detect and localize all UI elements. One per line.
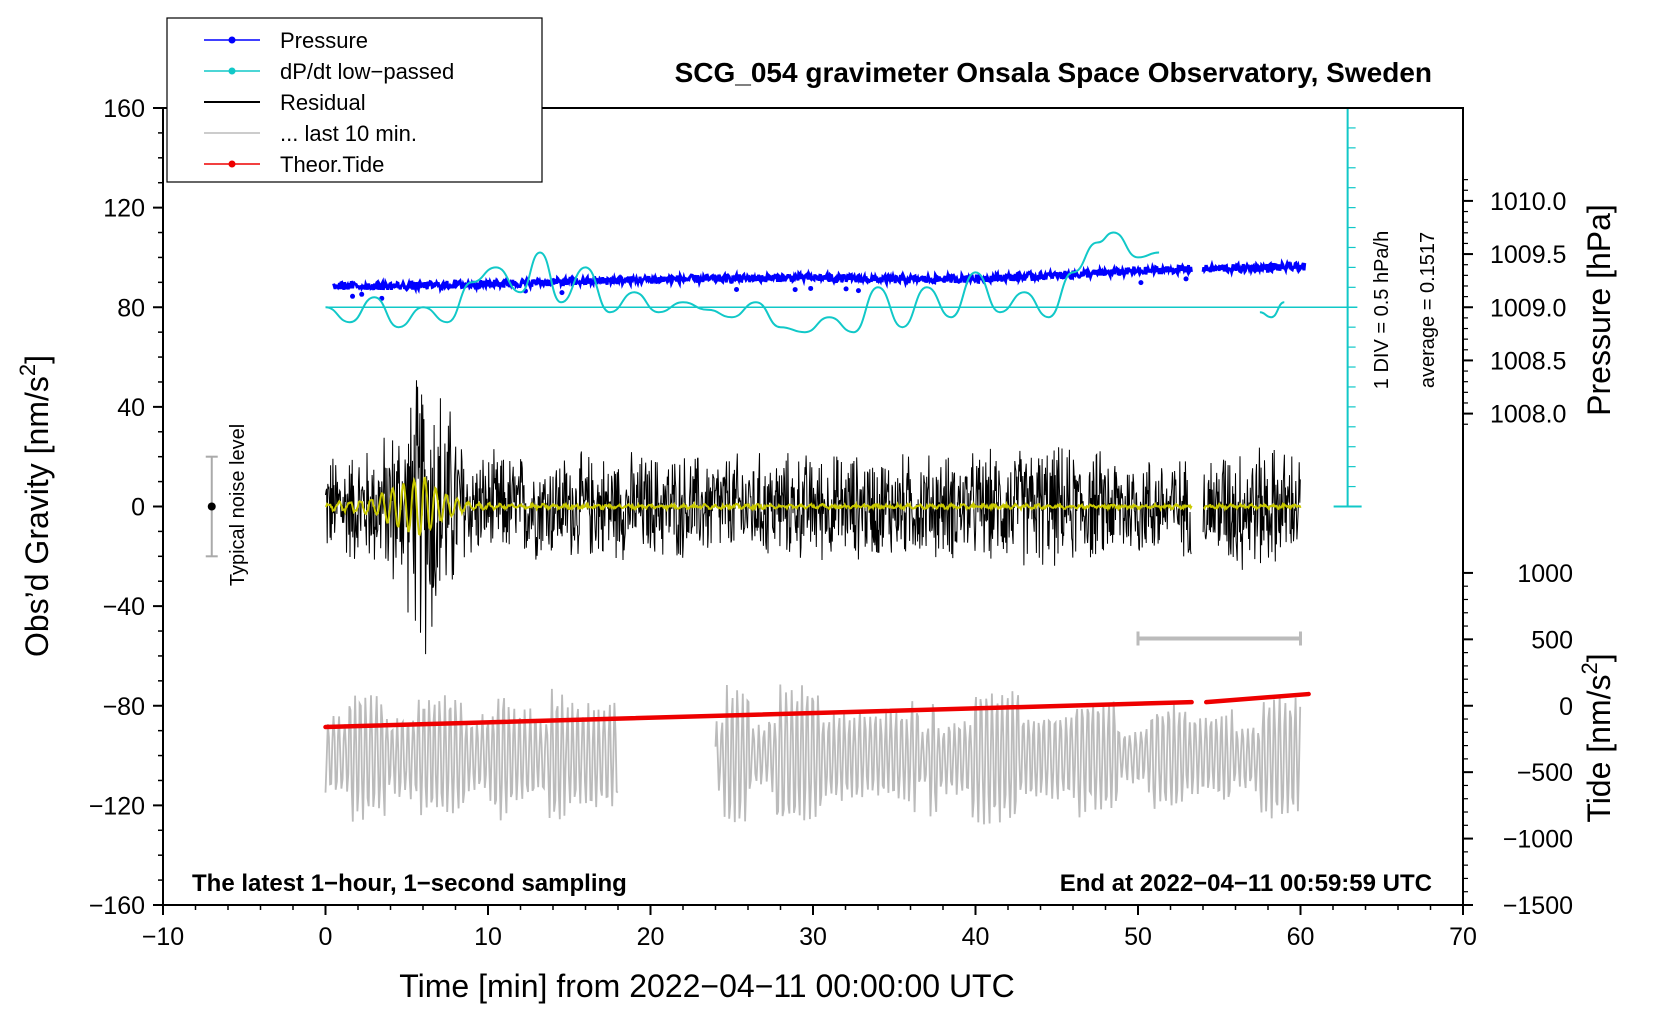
last-10-min-segment [324,688,619,822]
chart-title: SCG_054 gravimeter Onsala Space Observat… [675,57,1432,88]
tide-axis-label-sup: 2 [1577,662,1602,674]
dpdt-average-note: average = 0.1517 [1417,232,1439,388]
pressure-outlier-point [1183,276,1189,282]
x-tick-label: 50 [1124,923,1152,951]
residual-lowpass-series-line [324,476,1302,537]
y-tick-label: 0 [131,494,145,522]
tide-tick-label: −1500 [1503,892,1573,920]
y-axis-tide: −1500 −1000 −500 0 500 1000 [1463,560,1573,920]
tide-tick-label: 0 [1559,693,1573,721]
dpdt-series-line [325,231,1160,334]
legend-label: Theor.Tide [280,152,384,177]
legend-swatch-marker [228,160,236,168]
y-axis-label-sup: 2 [15,364,40,376]
x-tick-label: 60 [1287,923,1315,951]
x-tick-label: 30 [799,923,827,951]
x-axis-label: Time [min] from 2022−04−11 00:00:00 UTC [399,968,1014,1004]
tide-tick-label: 1000 [1517,560,1573,588]
pressure-axis-label: Pressure [hPa] [1581,204,1617,416]
tide-tick-label: −500 [1517,759,1573,787]
x-tick-label: −10 [142,923,184,951]
y-tick-label: −120 [89,792,145,820]
legend-swatch-marker [228,67,236,75]
legend: Pressure dP/dt low−passed Residual ... last… [166,17,543,183]
legend-box [166,17,543,183]
y-tick-label: −80 [103,693,145,721]
y-axis-label-prefix: Obs’d Gravity [nm/s [19,376,55,657]
residual-series-line [325,380,1301,655]
y-tick-label: −160 [89,892,145,920]
x-tick-label: 10 [474,923,502,951]
pressure-outlier-point [359,291,365,297]
x-tick-label: 70 [1449,923,1477,951]
y-axis-label-suffix: ] [19,355,55,364]
tide-tick-label: −1000 [1503,826,1573,854]
x-tick-label: 40 [962,923,990,951]
y-tick-label: 40 [117,394,145,422]
tide-axis-label-suffix: ] [1581,653,1617,662]
pressure-outlier-point [350,293,356,299]
pressure-series-line [332,258,1307,295]
pressure-outlier-point [559,290,565,296]
legend-label: ... last 10 min. [280,121,417,146]
y-axis-gravity: −160 −120 −80 −40 0 40 80 120 160 [89,95,163,920]
annotation-end-time: End at 2022−04−11 00:59:59 UTC [1060,870,1432,897]
noise-level-label: Typical noise level [227,424,249,586]
annotation-sampling: The latest 1−hour, 1−second sampling [192,870,627,897]
legend-swatch-marker [228,36,236,44]
tide-series-line [323,699,1194,730]
y-tick-label: −40 [103,593,145,621]
y-axis-pressure: 1008.0 1008.5 1009.0 1009.5 1010.0 [1463,179,1566,429]
pressure-tick-label: 1008.5 [1490,347,1566,375]
tide-series-line [1204,691,1311,705]
y-axis-label: Obs’d Gravity [nm/s2] [15,355,55,657]
pressure-tick-label: 1010.0 [1490,188,1566,216]
pressure-tick-label: 1009.0 [1490,294,1566,322]
y-tick-label: 120 [103,195,145,223]
y-tick-label: 160 [103,95,145,123]
x-tick-label: 0 [319,923,333,951]
pressure-tick-label: 1009.5 [1490,241,1566,269]
tide-axis-label: Tide [nm/s2] [1577,653,1617,822]
pressure-outlier-point [843,286,849,292]
plot-data-layer [205,108,1362,825]
pressure-outlier-point [1138,280,1144,286]
tide-tick-label: 500 [1531,626,1573,654]
pressure-outlier-point [808,285,814,291]
y-tick-label: 80 [117,294,145,322]
tide-axis-label-prefix: Tide [nm/s [1581,674,1617,822]
dpdt-series-line [1259,301,1285,319]
legend-label: Residual [280,90,366,115]
x-tick-label: 20 [637,923,665,951]
legend-label: Pressure [280,28,368,53]
x-axis: −10 0 10 20 30 40 50 60 70 [142,905,1477,951]
pressure-outlier-point [734,287,740,293]
pressure-outlier-point [855,288,861,294]
legend-label: dP/dt low−passed [280,59,454,84]
noise-level-center-point [207,502,216,511]
last-10-min-segment [714,684,1302,825]
dpdt-scale-note: 1 DIV = 0.5 hPa/h [1371,231,1393,389]
pressure-tick-label: 1008.0 [1490,401,1566,429]
pressure-outlier-point [792,287,798,293]
